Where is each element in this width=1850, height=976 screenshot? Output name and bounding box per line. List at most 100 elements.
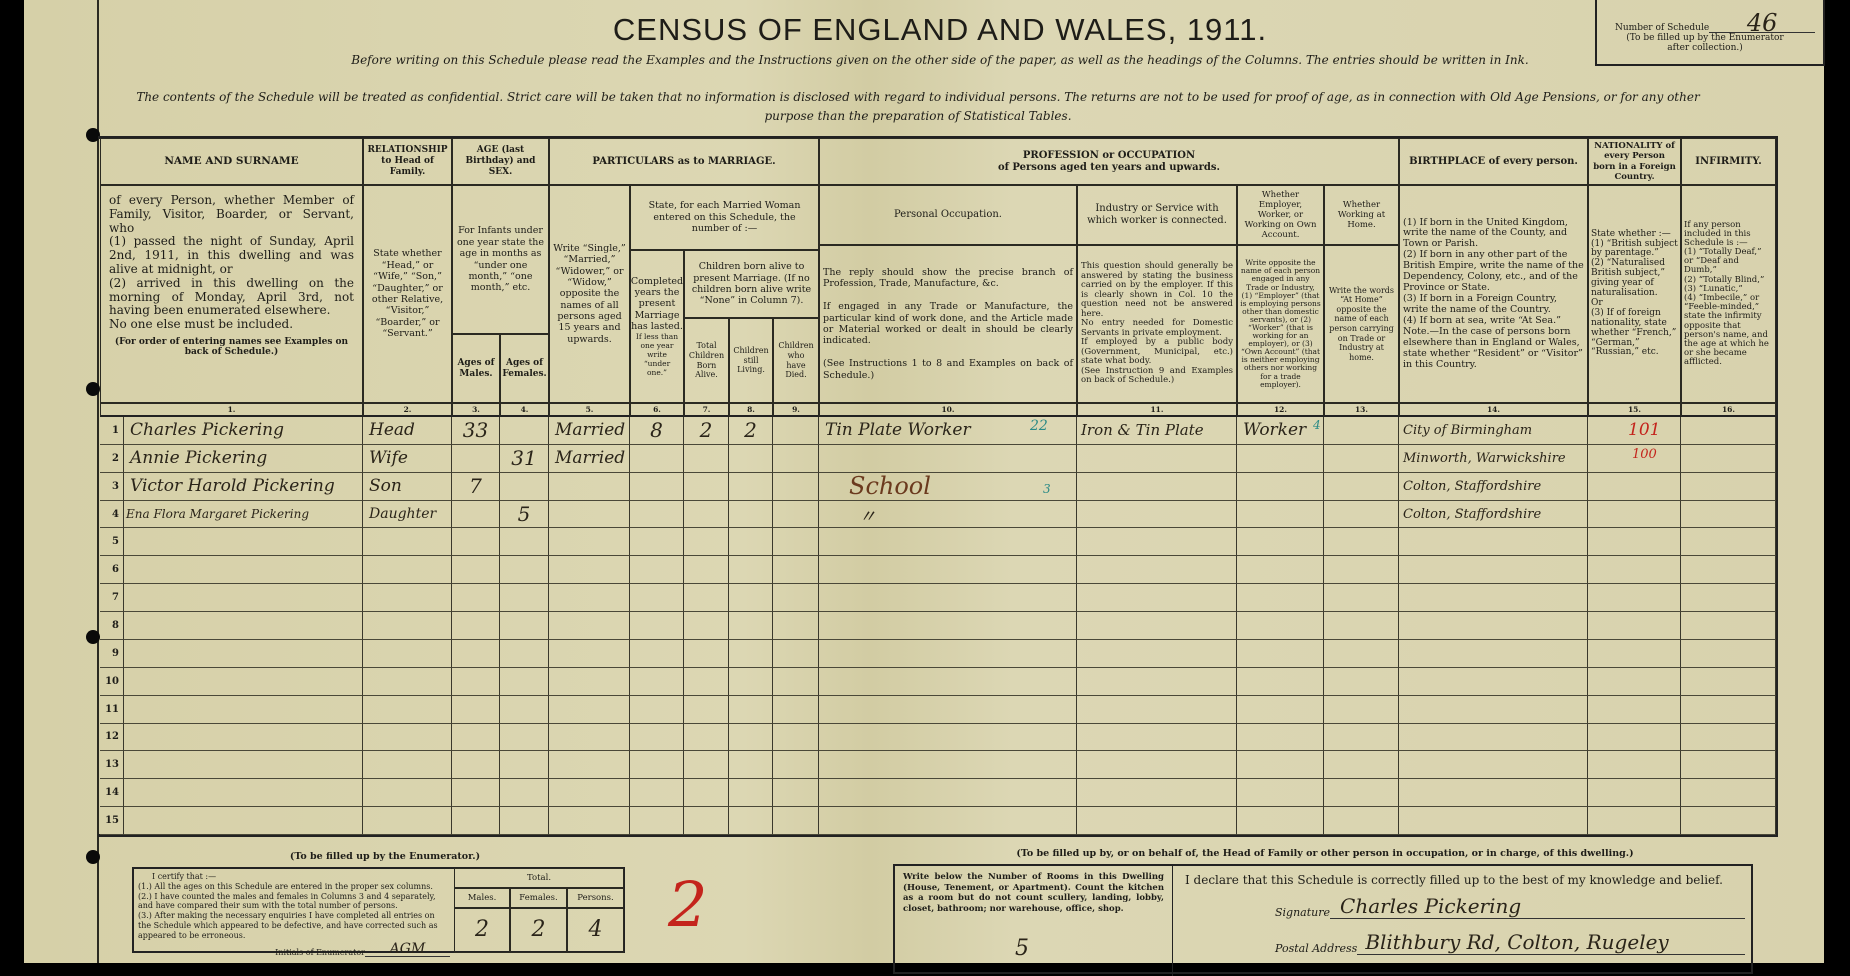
industry-instructions: This question should generally be answer… xyxy=(1077,245,1237,403)
age-female-cell xyxy=(500,751,549,780)
certificate-text: I certify that :— (1.) All the ages on t… xyxy=(138,872,450,958)
birthplace-cell xyxy=(1399,528,1588,557)
years-married-cell xyxy=(630,444,684,473)
age-male-cell xyxy=(452,556,500,585)
personal-occupation-instructions: The reply should show the precise branch… xyxy=(819,245,1077,403)
enumerator-heading: (To be filled up by the Enumerator.) xyxy=(289,851,481,862)
rooms-count: 5 xyxy=(1015,936,1029,961)
age-male-cell xyxy=(452,779,500,808)
industry-cell xyxy=(1077,500,1237,529)
line-number-cell: 8 xyxy=(100,612,124,640)
column-number: 5. xyxy=(549,403,630,417)
children-living-cell xyxy=(729,751,773,780)
children-died-cell xyxy=(773,528,819,557)
children-born-alive-cell xyxy=(684,779,729,808)
relationship-cell xyxy=(363,751,452,780)
children-died-cell xyxy=(773,444,819,473)
occupation-cell xyxy=(819,807,1077,836)
header-at-home: Whether Working at Home. xyxy=(1324,185,1399,245)
birthplace-cell: City of Birmingham xyxy=(1399,417,1588,445)
marital-condition-cell xyxy=(549,807,630,836)
name-cell xyxy=(124,584,363,613)
header-total-born: Total Children Born Alive. xyxy=(684,318,729,403)
children-born-alive-cell xyxy=(684,444,729,473)
children-born-alive-cell xyxy=(684,723,729,752)
employment-status-cell xyxy=(1237,500,1324,529)
total-persons: 4 xyxy=(567,908,624,953)
age-male-cell xyxy=(452,751,500,780)
margin-rule xyxy=(97,0,99,963)
address-line: Postal Address Blithbury Rd, Colton, Ruge… xyxy=(1275,930,1745,955)
age-male-cell xyxy=(452,584,500,613)
age-female-cell xyxy=(500,556,549,585)
children-died-cell xyxy=(773,779,819,808)
name-cell xyxy=(124,779,363,808)
name-cell: Annie Pickering xyxy=(124,444,363,473)
employment-status-cell xyxy=(1237,695,1324,724)
nationality-cell xyxy=(1588,584,1681,613)
birthplace-cell xyxy=(1399,807,1588,836)
working-at-home-cell xyxy=(1324,751,1399,780)
children-born-alive-cell xyxy=(684,556,729,585)
header-age: AGE (last Birthday) and SEX. xyxy=(452,138,549,185)
nationality-cell xyxy=(1588,612,1681,640)
column-number: 15. xyxy=(1588,403,1681,417)
working-at-home-cell xyxy=(1324,556,1399,585)
industry-cell xyxy=(1077,723,1237,752)
marital-condition-cell xyxy=(549,612,630,640)
relationship-cell: Son xyxy=(363,472,452,501)
children-living-cell xyxy=(729,556,773,585)
industry-cell xyxy=(1077,556,1237,585)
children-died-cell xyxy=(773,556,819,585)
marital-condition-cell xyxy=(549,556,630,585)
marital-condition-cell xyxy=(549,639,630,668)
working-at-home-cell xyxy=(1324,472,1399,501)
age-male-cell xyxy=(452,528,500,557)
total-females: 2 xyxy=(510,908,567,953)
occupation-cell xyxy=(819,612,1077,640)
children-born-alive-cell xyxy=(684,751,729,780)
children-living-cell xyxy=(729,779,773,808)
name-cell xyxy=(124,667,363,696)
children-living-cell xyxy=(729,528,773,557)
birthplace-cell xyxy=(1399,584,1588,613)
children-died-cell xyxy=(773,472,819,501)
relationship-cell xyxy=(363,556,452,585)
marital-condition-cell xyxy=(549,751,630,780)
industry-cell xyxy=(1077,667,1237,696)
children-died-cell xyxy=(773,807,819,836)
years-married-cell xyxy=(630,639,684,668)
employment-status-cell: Worker xyxy=(1237,417,1324,445)
line-number-cell: 2 xyxy=(100,444,124,473)
line-number-cell: 11 xyxy=(100,695,124,724)
birthplace-cell: Colton, Staffordshire xyxy=(1399,472,1588,501)
census-schedule-page xyxy=(24,0,1824,963)
name-cell xyxy=(124,639,363,668)
certify-item: (3.) After making the necessary enquirie… xyxy=(138,911,438,940)
enumerator-certificate-box: I certify that :— (1.) All the ages on t… xyxy=(132,867,625,958)
occupation-cell xyxy=(819,779,1077,808)
children-born-alive-cell xyxy=(684,695,729,724)
header-died: Children who have Died. xyxy=(773,318,819,403)
birthplace-cell: Minworth, Warwickshire xyxy=(1399,444,1588,473)
column-number: 10. xyxy=(819,403,1077,417)
relationship-cell xyxy=(363,723,452,752)
line-number-cell: 15 xyxy=(100,807,124,836)
name-cell xyxy=(124,723,363,752)
employment-status-cell xyxy=(1237,667,1324,696)
column-number: 7. xyxy=(684,403,729,417)
header-age-females: Ages of Females. xyxy=(500,334,549,403)
age-female-cell xyxy=(500,695,549,724)
signature-label: Signature xyxy=(1275,906,1331,919)
birthplace-cell xyxy=(1399,612,1588,640)
occupation-cell xyxy=(819,667,1077,696)
relationship-cell xyxy=(363,667,452,696)
years-married-cell xyxy=(630,723,684,752)
children-born-header: Children born alive to present Marriage.… xyxy=(684,250,819,318)
condition-instructions: Write “Single,” “Married,” “Widower,” or… xyxy=(549,185,630,403)
years-married-cell: 8 xyxy=(630,417,684,445)
children-born-alive-cell: 2 xyxy=(684,417,729,445)
birthplace-cell xyxy=(1399,556,1588,585)
column-number: 14. xyxy=(1399,403,1588,417)
line-number-cell: 14 xyxy=(100,779,124,808)
